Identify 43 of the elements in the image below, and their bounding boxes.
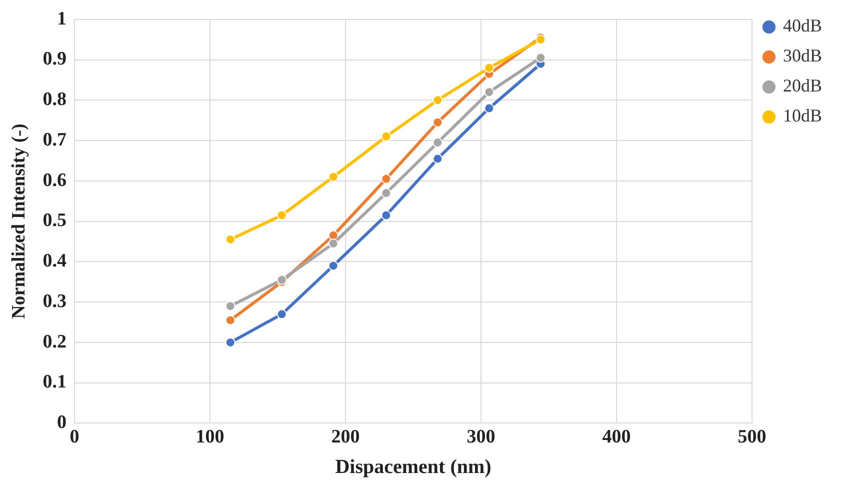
y-tick-label: 0.8 xyxy=(42,89,67,110)
y-tick-label: 0.1 xyxy=(42,372,67,393)
y-tick-label: 0.3 xyxy=(42,290,67,312)
y-tick-label: 0.4 xyxy=(42,250,68,272)
point xyxy=(225,337,236,348)
point xyxy=(381,188,392,198)
point xyxy=(536,52,546,63)
y-tick-label: 0.7 xyxy=(42,129,68,150)
point xyxy=(276,309,287,320)
y-tick-label: 0.5 xyxy=(42,210,67,232)
point xyxy=(432,95,443,106)
x-axis-title: Dispacement (nm) xyxy=(335,456,492,478)
legend-label: 10dB xyxy=(782,106,822,126)
point xyxy=(484,103,494,114)
point xyxy=(225,315,236,326)
point xyxy=(225,234,236,244)
x-tick-label: 200 xyxy=(331,426,360,448)
point xyxy=(328,260,338,271)
point xyxy=(381,174,392,184)
x-tick-label: 100 xyxy=(196,426,224,448)
point xyxy=(225,301,236,312)
point xyxy=(381,210,392,220)
x-tick-label: 400 xyxy=(602,426,631,448)
legend-label: 20dB xyxy=(782,76,822,96)
y-axis-title: Normalized Intensity (-) xyxy=(8,124,30,319)
y-tick-label: 0.6 xyxy=(42,170,67,191)
legend-label: 30dB xyxy=(782,46,822,66)
point xyxy=(432,154,443,164)
point xyxy=(276,210,287,220)
point xyxy=(484,62,494,73)
legend-label: 40dB xyxy=(782,16,822,36)
point xyxy=(432,117,443,128)
y-tick-label: 0.2 xyxy=(42,331,67,352)
x-tick-label: 300 xyxy=(466,426,496,448)
y-tick-label: 0 xyxy=(57,412,67,434)
y-tick-label: 0.9 xyxy=(42,48,67,70)
point xyxy=(432,138,443,148)
x-tick-label: 500 xyxy=(738,426,766,448)
point xyxy=(381,132,392,142)
point xyxy=(328,172,338,182)
point xyxy=(484,87,494,98)
y-tick-label: 1 xyxy=(57,8,67,30)
point xyxy=(328,238,338,249)
